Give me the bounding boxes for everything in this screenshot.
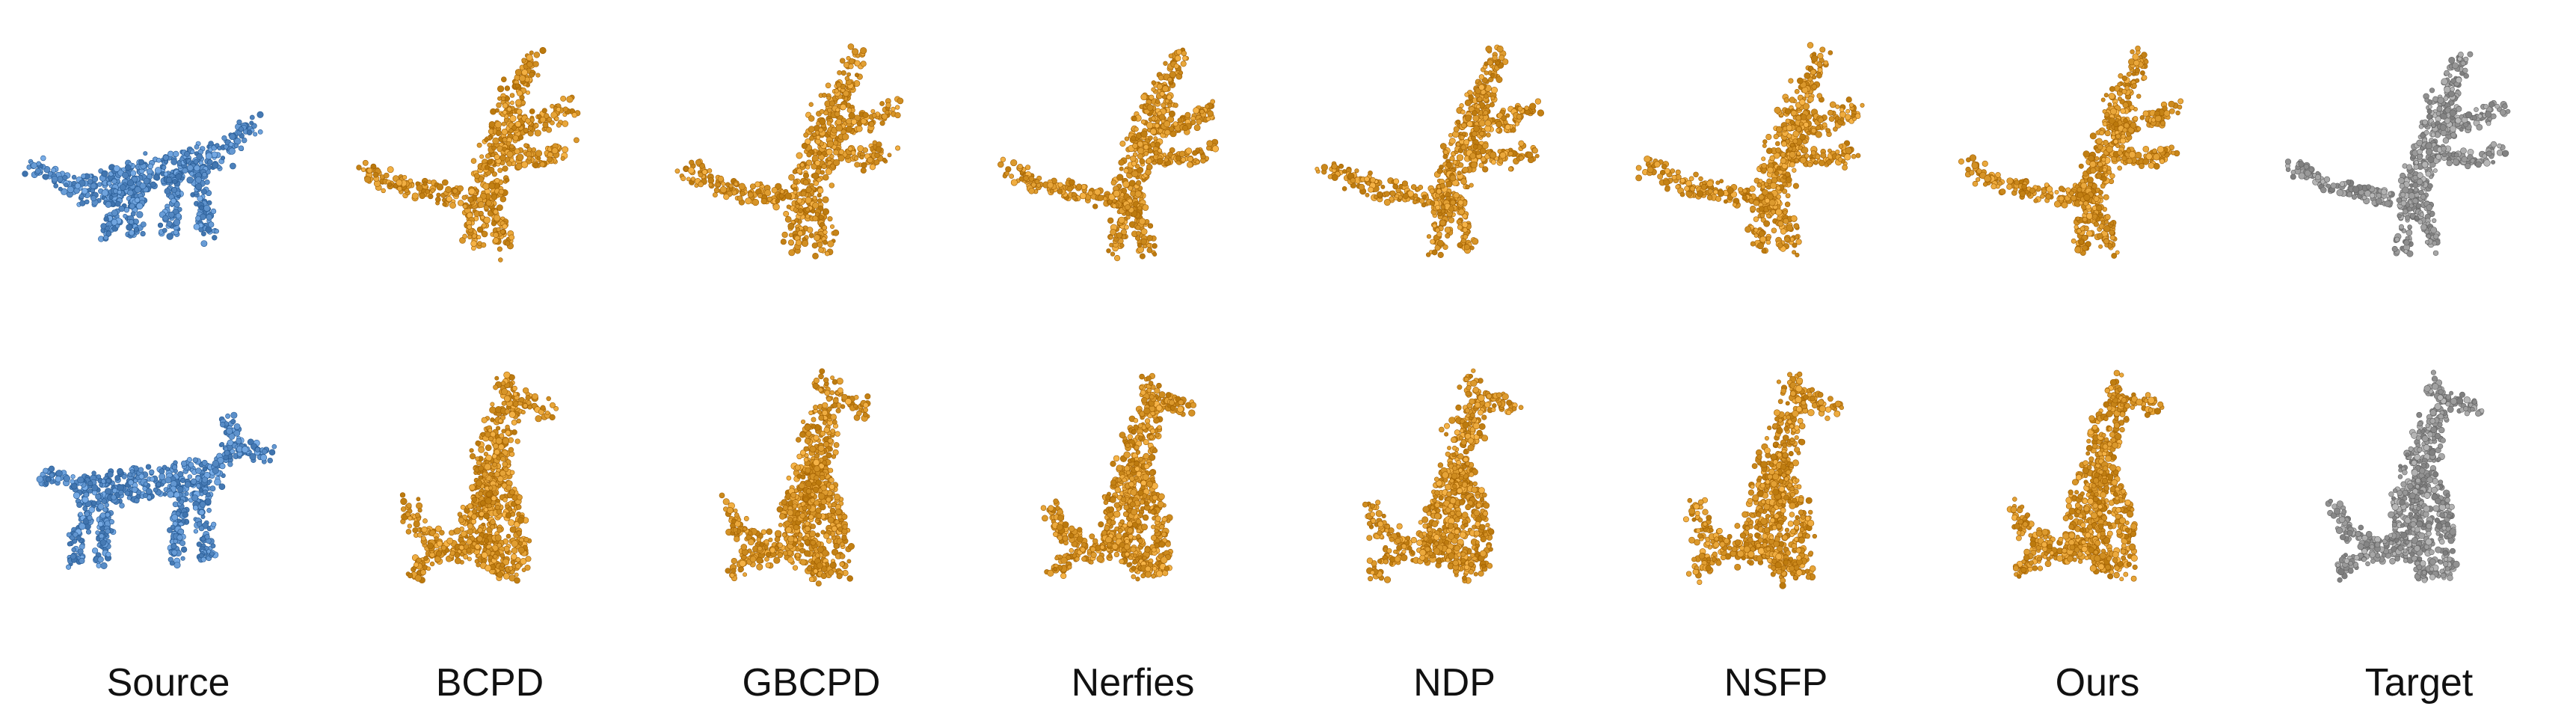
point-cloud-icon: [1294, 329, 1615, 628]
point-cloud-icon: [329, 4, 651, 303]
column-label-source: Source: [106, 661, 230, 705]
point-cloud-icon: [1937, 4, 2258, 303]
point-cloud-icon: [972, 4, 1294, 303]
point-cloud-cat-result: [1315, 44, 1545, 258]
point-cloud-dog-target: [2325, 369, 2485, 583]
point-cloud-cat-result: [997, 47, 1220, 262]
column-label-ours: Ours: [2055, 661, 2140, 705]
column-label-ndp: NDP: [1413, 661, 1496, 705]
point-cloud-icon: [1937, 329, 2258, 628]
point-cloud-icon: [1615, 4, 1937, 303]
point-cloud-icon: [1615, 329, 1937, 628]
point-cloud-icon: [972, 329, 1294, 628]
column-label-nsfp: NSFP: [1724, 661, 1828, 705]
point-cloud-cat-result: [1958, 45, 2184, 259]
point-cloud-cat-result: [356, 46, 581, 263]
column-label-bcpd: BCPD: [435, 661, 544, 705]
point-cloud-icon: [2258, 4, 2576, 303]
column-label-nerfies: Nerfies: [1071, 661, 1195, 705]
point-cloud-icon: [7, 329, 329, 628]
point-cloud-icon: [651, 4, 972, 303]
point-cloud-dog-result: [1362, 368, 1524, 584]
column-labels: Source BCPD GBCPD Nerfies NDP NSFP Ours …: [0, 657, 2576, 709]
point-cloud-icon: [2258, 329, 2576, 628]
point-cloud-icon: [329, 329, 651, 628]
point-cloud-cat-result: [674, 43, 904, 260]
column-label-gbcpd: GBCPD: [742, 661, 881, 705]
point-cloud-dog-result: [719, 368, 871, 587]
point-cloud-dog-result: [1682, 371, 1844, 589]
point-cloud-icon: [7, 4, 329, 303]
point-cloud-cat-source: [22, 111, 264, 248]
point-cloud-icon: [651, 329, 972, 628]
point-cloud-cat-result: [1635, 42, 1865, 257]
point-cloud-cat-target: [2284, 51, 2511, 257]
point-cloud-icon: [1294, 4, 1615, 303]
column-label-target: Target: [2364, 661, 2474, 705]
point-cloud-dog-result: [399, 371, 559, 584]
point-cloud-dog-result: [2006, 369, 2165, 582]
point-cloud-dog-source: [36, 411, 277, 570]
point-cloud-dog-result: [1040, 372, 1196, 582]
